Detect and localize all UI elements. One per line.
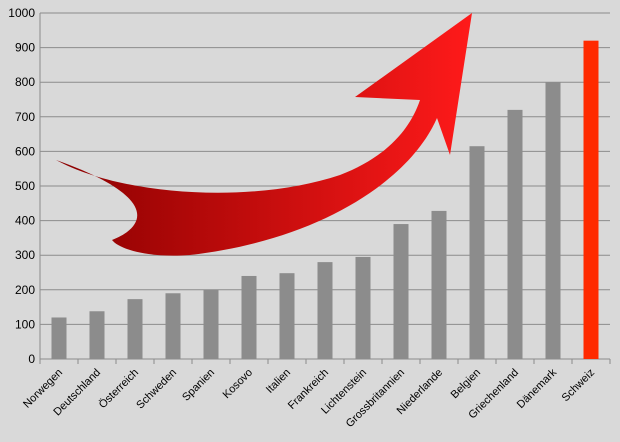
x-category-label: Belgien [449,367,483,401]
bar-italien [279,273,295,359]
y-tick-label: 500 [15,179,35,193]
x-category-label: Spanien [180,367,217,404]
y-tick-label: 900 [15,41,35,55]
bar-lichtenstein [355,256,371,359]
y-tick-label: 300 [15,248,35,262]
bar-deutschland [89,311,105,359]
bar-griechenland [507,109,523,359]
y-tick-label: 1000 [8,6,35,20]
bar-belgien [469,146,485,359]
y-tick-label: 600 [15,144,35,158]
x-category-label: Schweiz [560,367,597,404]
y-tick-label: 800 [15,75,35,89]
bar-frankreich [317,262,333,359]
bar-grossbritannien [393,224,409,359]
x-category-label: Kosovo [221,367,255,401]
bar-spanien [203,289,219,359]
bar-dänemark [545,82,561,359]
x-category-label: Schweden [134,367,179,412]
bar-niederlande [431,210,447,359]
x-category-label: Dänemark [515,366,560,411]
y-axis-tick-labels: 0 100 200 300 400 500 600 700 800 900 1000 [8,6,35,366]
y-tick-label: 400 [15,214,35,228]
y-tick-label: 100 [15,317,35,331]
upward-trend-arrow-icon [56,13,472,256]
bar-schweden [165,293,181,359]
bar-schweiz [583,40,599,360]
y-tick-label: 0 [28,352,35,366]
x-category-label: Italien [264,367,293,396]
bars [51,40,599,360]
y-tick-label: 200 [15,283,35,297]
bar-kosovo [241,275,257,359]
bar-norwegen [51,317,67,359]
bar-österreich [127,299,143,359]
y-tick-label: 700 [15,110,35,124]
